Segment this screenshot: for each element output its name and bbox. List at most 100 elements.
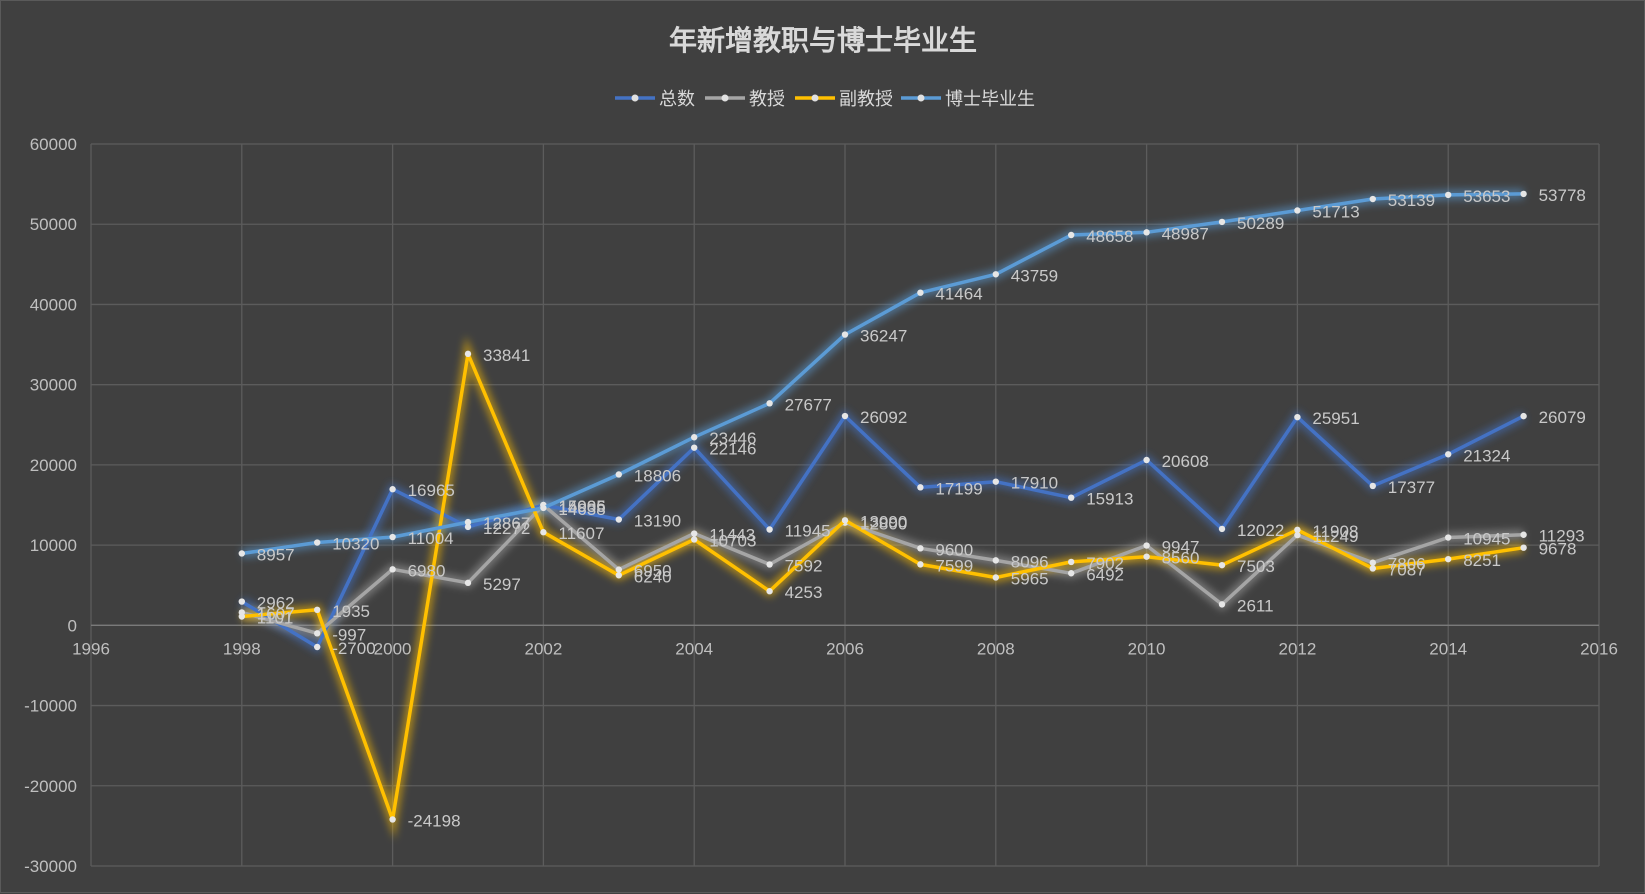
x-tick-label: 1996 [72, 639, 110, 658]
data-point [389, 566, 396, 573]
legend-marker [631, 94, 639, 102]
data-point [1294, 207, 1301, 214]
data-label: 17199 [935, 479, 982, 498]
data-label: 11945 [785, 522, 831, 541]
x-axis: 1996 1998 2000 2002 2004 2006 2008 2010 2012 2014… [72, 624, 1618, 658]
data-point [841, 412, 849, 420]
y-tick-label: 60000 [30, 135, 77, 154]
data-point [1520, 412, 1527, 420]
data-point [615, 572, 622, 579]
data-point [1218, 601, 1226, 608]
series-line [241, 352, 1524, 822]
data-point [1068, 494, 1075, 501]
data-point [917, 561, 924, 568]
data-label: 9947 [1162, 538, 1200, 557]
data-point [1294, 413, 1301, 421]
legend-item-1[interactable]: 总数 [615, 89, 695, 110]
legend-label: 总数 [659, 89, 695, 110]
data-label: 2962 [257, 594, 295, 613]
data-point [691, 530, 698, 537]
data-label: 20608 [1162, 452, 1209, 471]
x-tick-label: 2008 [977, 639, 1015, 658]
x-tick-label: 2016 [1580, 639, 1618, 658]
data-label: 9678 [1539, 540, 1577, 559]
data-point [841, 517, 849, 524]
data-label: 8096 [1011, 552, 1049, 571]
data-label: 14638 [558, 500, 605, 519]
data-label: 6492 [1086, 565, 1124, 584]
data-label: -2700 [332, 639, 375, 658]
data-label: 26092 [860, 408, 907, 427]
data-point [1369, 565, 1377, 572]
data-label: 12800 [860, 515, 907, 534]
data-point [464, 523, 472, 531]
data-point [238, 613, 245, 620]
data-point [1369, 559, 1377, 566]
data-label: 11249 [1312, 527, 1358, 546]
data-label: 8957 [257, 545, 295, 564]
data-label: 33841 [483, 346, 530, 365]
legend-marker [917, 94, 925, 102]
x-tick-label: 2004 [675, 639, 713, 658]
series-line [241, 503, 1524, 636]
series-layer [238, 190, 1527, 823]
data-point [389, 486, 396, 493]
data-point [691, 434, 698, 441]
data-label: 53778 [1539, 186, 1586, 205]
data-point [992, 574, 999, 581]
y-tick-label: -10000 [24, 697, 77, 716]
y-tick-label: -20000 [24, 777, 77, 796]
data-label: 16965 [408, 481, 455, 500]
data-label: 11607 [558, 524, 604, 543]
series-4 [238, 190, 1527, 557]
data-label: 6980 [408, 561, 446, 580]
data-label: 1101 [257, 609, 294, 628]
y-axis: 60000 50000 40000 30000 20000 10000 0 -10000 -20… [24, 135, 77, 876]
data-label: 15005 [558, 497, 605, 516]
y-tick-label: 0 [68, 616, 77, 635]
legend-item-3[interactable]: 副教授 [795, 89, 893, 110]
data-point [314, 539, 321, 546]
data-label: 9600 [935, 540, 973, 559]
data-point [917, 545, 924, 552]
data-label: 11908 [1312, 522, 1358, 541]
data-point [314, 606, 321, 614]
data-label: 41464 [935, 285, 982, 304]
legend-item-4[interactable]: 博士毕业生 [901, 89, 1035, 110]
legend-item-2[interactable]: 教授 [705, 89, 785, 110]
chart-title: 年新增教职与博士毕业生 [669, 24, 977, 57]
data-point [1143, 456, 1150, 464]
series-3 [238, 350, 1527, 823]
legend: 总数 教授 副教授 博士毕业生 [615, 89, 1035, 110]
x-tick-label: 2010 [1128, 639, 1166, 658]
x-tick-label: 2000 [374, 639, 412, 658]
data-point [389, 533, 396, 541]
data-label: 11004 [408, 529, 454, 548]
data-point [917, 484, 924, 491]
data-label: 12867 [483, 514, 530, 533]
data-label: 51713 [1312, 202, 1359, 221]
data-point [1218, 218, 1226, 226]
data-point [1294, 526, 1301, 534]
data-label: 10945 [1463, 530, 1510, 549]
y-tick-label: 20000 [30, 456, 77, 475]
data-point [992, 271, 999, 278]
data-labels: 2962 -2700 16965 12272 14986 13190 22146 11945 2… [257, 186, 1586, 831]
legend-label: 教授 [749, 89, 785, 110]
data-point [1143, 229, 1150, 236]
data-label: 14986 [558, 497, 605, 516]
data-label: 6950 [634, 562, 672, 581]
data-point [464, 518, 472, 526]
data-point [766, 526, 773, 533]
x-tick-label: 2012 [1278, 639, 1316, 658]
data-point [540, 504, 547, 512]
legend-label: 博士毕业生 [945, 89, 1035, 110]
data-label: 1607 [257, 604, 295, 623]
data-label: 43759 [1011, 266, 1058, 285]
data-point [1143, 542, 1150, 549]
data-point [1369, 482, 1377, 490]
data-point [1294, 531, 1301, 539]
data-point [992, 557, 999, 564]
data-label: 4253 [785, 583, 823, 602]
y-tick-label: 40000 [30, 295, 77, 314]
